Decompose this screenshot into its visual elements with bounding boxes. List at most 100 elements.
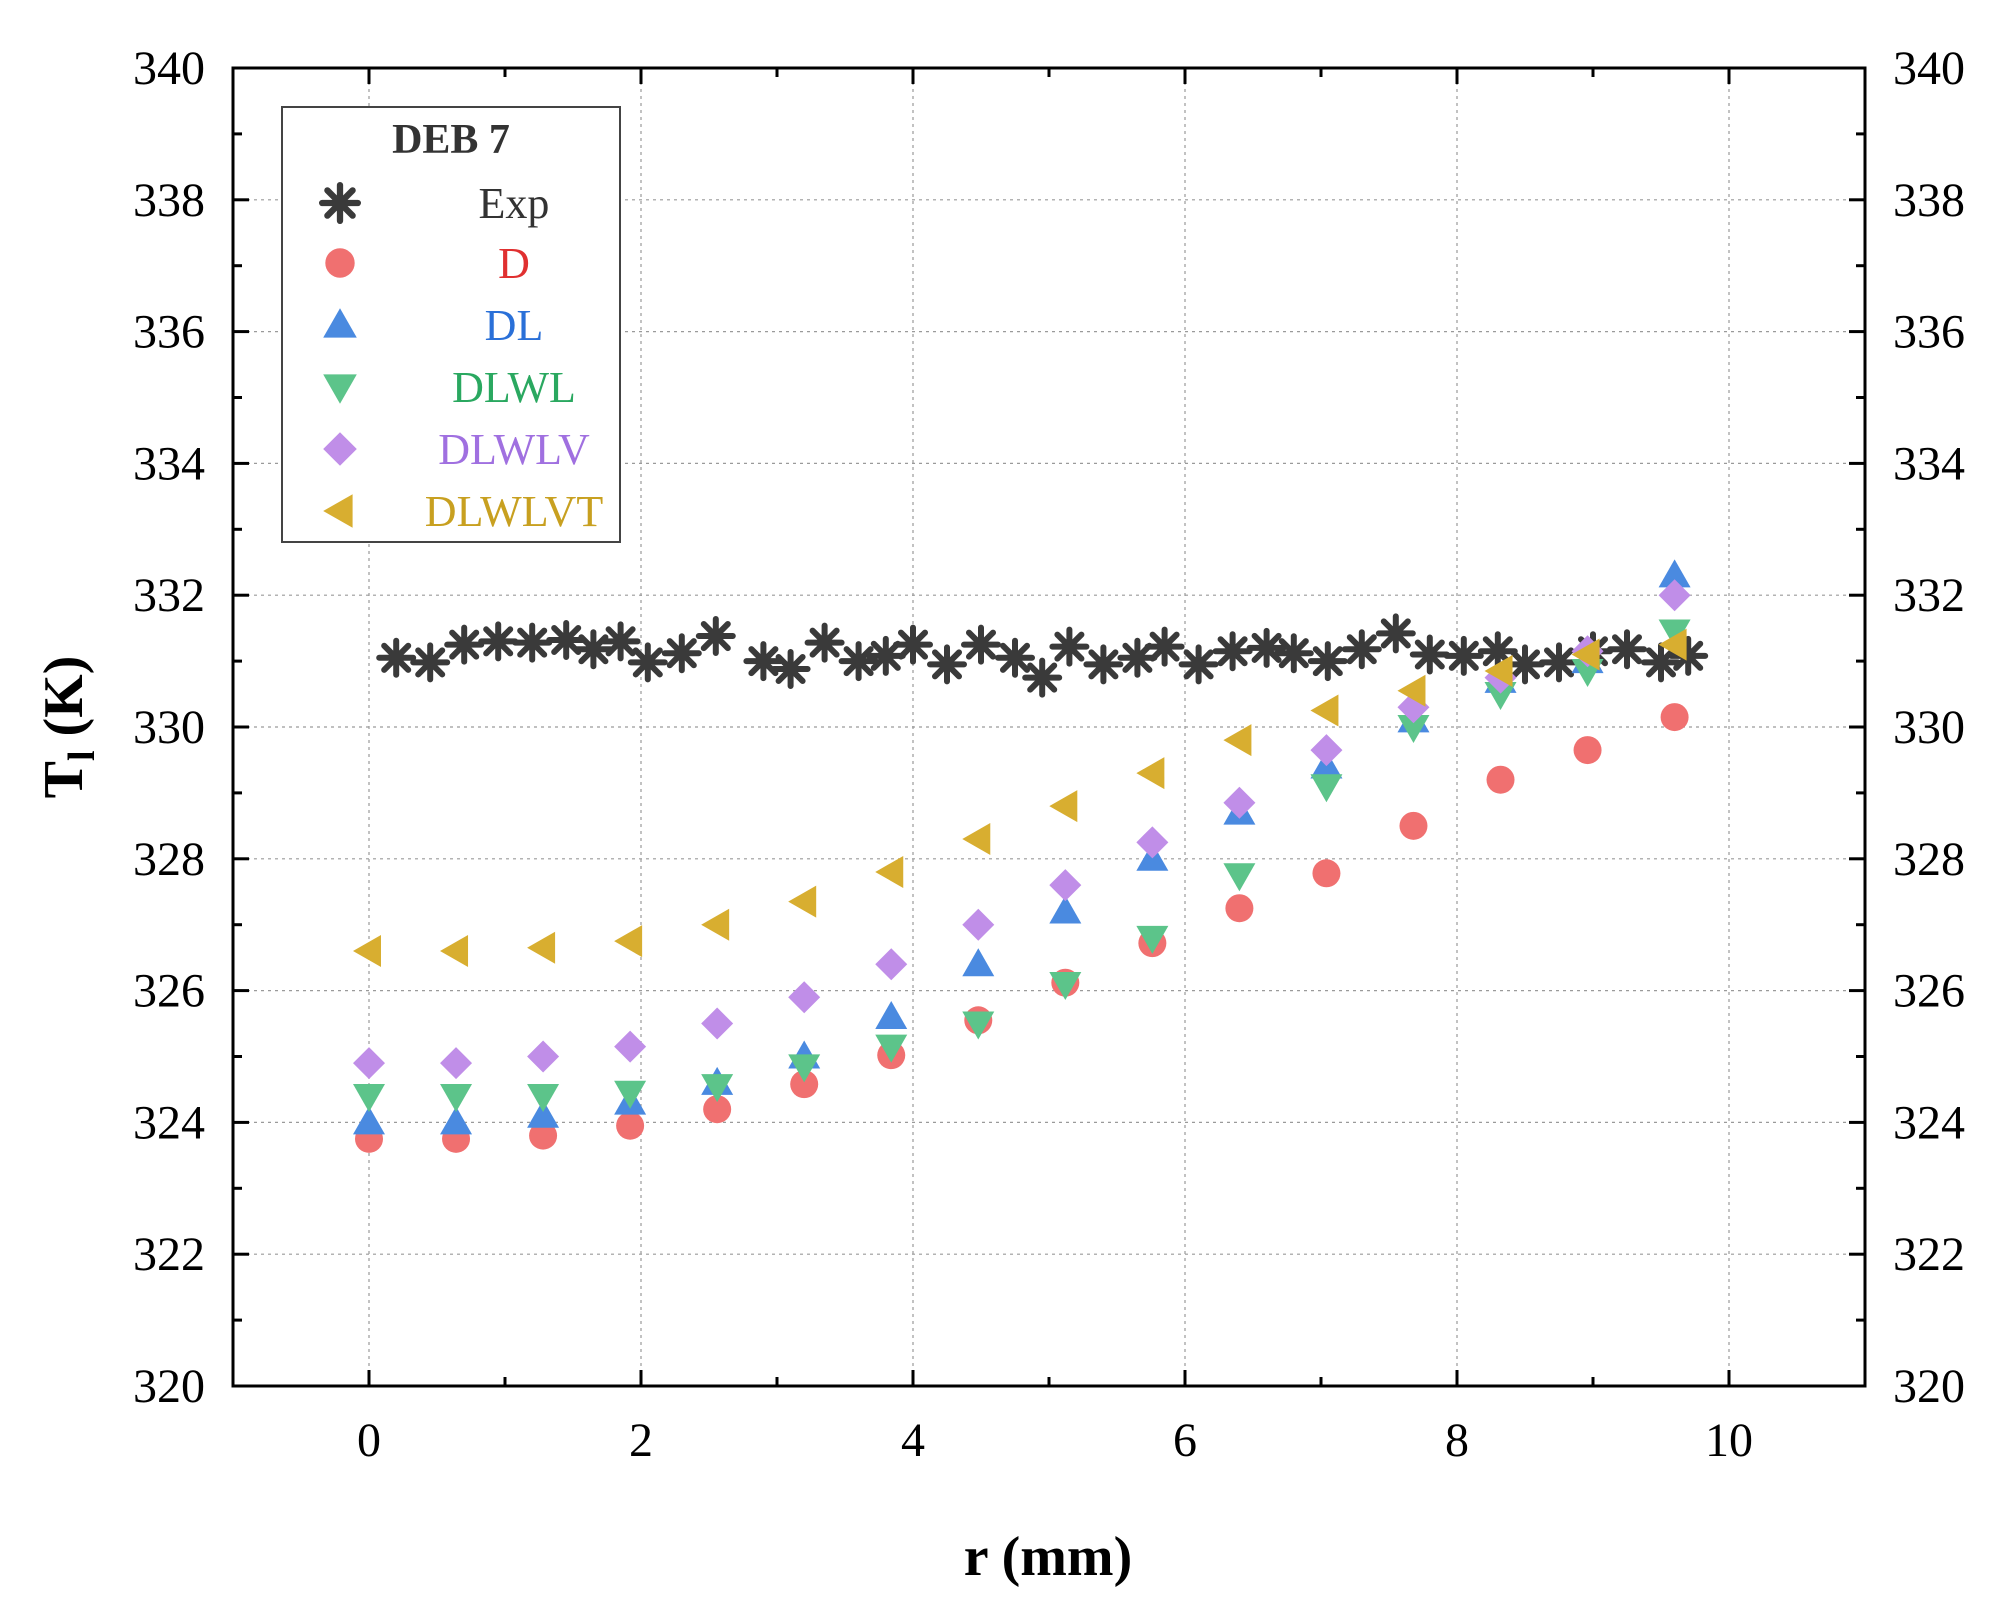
- data-points: [353, 559, 1709, 1153]
- y-axis-title-main: T: [33, 761, 95, 798]
- point-dlwl: [1397, 715, 1430, 743]
- point-dlwlvt: [527, 931, 556, 964]
- legend: DEB 7 Exp D DL DLWL DLWLV DLWLVT: [281, 106, 621, 543]
- y-tick-label-left: 324: [133, 1096, 205, 1149]
- point-exp: [410, 642, 451, 683]
- point-exp: [961, 624, 1001, 665]
- point-exp: [927, 644, 967, 685]
- x-tick-labels: 0 2 4 6 8 10: [357, 1414, 1753, 1467]
- point-exp: [1083, 644, 1124, 685]
- point-dlwlvt: [1397, 674, 1426, 707]
- point-exp: [1178, 644, 1219, 685]
- point-dlwlv: [701, 1007, 734, 1040]
- point-dlwl: [875, 1034, 908, 1063]
- point-dl: [353, 1106, 385, 1135]
- point-dlwl: [1049, 972, 1082, 1001]
- point-exp: [478, 621, 519, 662]
- point-exp: [1505, 644, 1545, 685]
- y-tick-label-right: 326: [1893, 965, 1965, 1018]
- point-dlwlv: [440, 1047, 473, 1080]
- point-dlwl: [701, 1074, 734, 1103]
- legend-label-dl: DL: [485, 301, 544, 350]
- point-d: [1573, 736, 1602, 765]
- point-dlwlv: [1049, 869, 1082, 902]
- legend-items: Exp D DL DLWL DLWLV DLWLVT: [319, 179, 604, 536]
- point-exp: [743, 641, 784, 682]
- y-tick-labels-left: 320 322 324 326 328 330 332 334 336 338 340: [133, 42, 205, 1413]
- point-dlwlvt: [1136, 757, 1165, 790]
- y-tick-label-right: 332: [1893, 569, 1965, 622]
- y-tick-label-left: 328: [133, 833, 205, 886]
- point-dlwlvt: [1571, 638, 1600, 671]
- point-dlwlv: [614, 1030, 647, 1063]
- legend-label-d: D: [498, 239, 530, 288]
- point-dlwlv: [875, 948, 908, 981]
- point-exp: [661, 633, 702, 674]
- legend-marker-dlwlv: [323, 432, 357, 466]
- point-d: [1312, 859, 1341, 888]
- point-exp: [627, 642, 668, 683]
- point-exp: [804, 622, 845, 663]
- legend-marker-d: [325, 248, 355, 278]
- point-dlwlv: [1223, 786, 1256, 819]
- y-tick-label-left: 334: [133, 437, 205, 490]
- point-exp: [1307, 641, 1348, 682]
- legend-marker-dl: [323, 308, 357, 338]
- point-exp: [1539, 642, 1579, 683]
- point-exp: [1049, 626, 1090, 667]
- point-exp: [376, 637, 417, 678]
- point-exp: [1212, 631, 1253, 672]
- point-d: [1399, 811, 1428, 840]
- point-dlwl: [1310, 774, 1343, 803]
- y-tick-labels-right: 320 322 324 326 328 330 332 334 336 338 340: [1893, 42, 1965, 1413]
- x-tick-label: 2: [629, 1414, 653, 1467]
- y-tick-label-right: 336: [1893, 306, 1965, 359]
- y-tick-label-right: 328: [1893, 833, 1965, 886]
- point-exp: [1409, 634, 1450, 675]
- y-tick-label-left: 320: [133, 1360, 205, 1413]
- point-exp: [1022, 657, 1063, 698]
- x-tick-label: 4: [901, 1414, 925, 1467]
- y-tick-label-right: 324: [1893, 1096, 1965, 1149]
- point-dlwlvt: [614, 925, 643, 958]
- point-exp: [770, 649, 811, 690]
- legend-label-dlwlvt: DLWLVT: [425, 487, 604, 536]
- legend-title: DEB 7: [392, 117, 510, 163]
- point-dlwl: [527, 1084, 560, 1113]
- point-dlwl: [440, 1084, 473, 1113]
- y-axis-title-unit: (K): [33, 656, 95, 751]
- point-exp: [1341, 629, 1382, 670]
- point-exp: [893, 624, 933, 665]
- y-tick-label-right: 338: [1893, 174, 1965, 227]
- legend-marker-dlwlvt: [323, 494, 353, 528]
- y-tick-label-left: 338: [133, 174, 205, 227]
- point-dl: [875, 1000, 908, 1029]
- point-dl: [1049, 895, 1082, 924]
- point-exp: [1668, 635, 1709, 676]
- legend-label-exp: Exp: [479, 179, 550, 228]
- point-exp: [444, 624, 485, 665]
- point-exp: [1641, 642, 1681, 683]
- y-tick-label-left: 322: [133, 1228, 205, 1281]
- point-dlwlv: [353, 1047, 385, 1080]
- point-d: [790, 1070, 819, 1099]
- point-dlwlvt: [1310, 694, 1339, 727]
- legend-marker-dlwl: [323, 374, 357, 404]
- point-exp: [1144, 626, 1185, 667]
- y-axis-title-sub: l: [61, 750, 103, 761]
- point-exp: [1273, 633, 1314, 674]
- point-dl: [1658, 559, 1691, 588]
- y-tick-label-right: 320: [1893, 1360, 1965, 1413]
- point-exp: [1443, 635, 1484, 676]
- point-exp: [1477, 631, 1518, 672]
- point-d: [616, 1111, 645, 1140]
- point-dlwlv: [788, 981, 821, 1014]
- y-axis-title: Tl (K): [33, 656, 103, 799]
- point-dlwl: [1658, 619, 1691, 648]
- point-d: [529, 1121, 558, 1150]
- y-tick-label-right: 334: [1893, 437, 1965, 490]
- point-dlwl: [614, 1080, 647, 1109]
- point-exp: [838, 641, 879, 682]
- point-dlwl: [788, 1054, 821, 1083]
- point-exp: [600, 621, 641, 662]
